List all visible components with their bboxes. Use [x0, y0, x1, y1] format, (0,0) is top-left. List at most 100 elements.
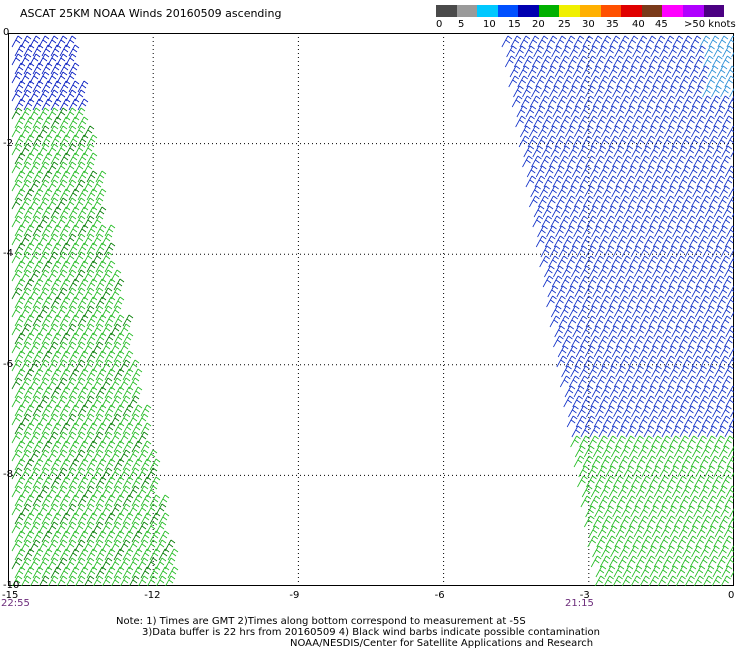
wind-barb — [573, 225, 584, 238]
wind-barb — [572, 395, 583, 408]
wind-barb — [68, 224, 80, 237]
wind-barb — [674, 345, 686, 358]
wind-barb — [589, 495, 601, 508]
wind-barb — [41, 404, 53, 417]
wind-barb — [113, 332, 125, 345]
wind-barb — [528, 125, 540, 138]
wind-barb — [683, 415, 695, 428]
wind-barb — [673, 445, 685, 458]
y-tick-label: 0 — [3, 27, 10, 38]
wind-barb — [722, 45, 733, 58]
wind-barb — [110, 377, 122, 390]
wind-barb — [646, 445, 658, 458]
wind-barb — [580, 235, 592, 248]
wind-barb — [698, 395, 709, 408]
wind-barb-map — [8, 33, 734, 586]
wind-barb — [679, 425, 691, 438]
wind-barb — [581, 395, 592, 408]
wind-barb — [110, 323, 122, 336]
wind-barb — [14, 530, 26, 543]
wind-barb — [688, 75, 699, 88]
wind-barb — [110, 503, 122, 516]
wind-barb — [715, 75, 726, 88]
wind-barb — [20, 107, 32, 120]
wind-barb — [688, 335, 699, 348]
wind-barb — [663, 125, 675, 138]
wind-barb — [11, 449, 23, 462]
wind-barb — [637, 515, 649, 528]
wind-barb — [68, 44, 80, 57]
x-tick-label: 0 — [728, 590, 735, 601]
wind-barb — [610, 195, 621, 208]
wind-barb — [628, 95, 640, 108]
wind-barb — [14, 350, 26, 363]
wind-barb — [713, 205, 725, 218]
wind-barb — [643, 165, 655, 178]
wind-barb — [606, 105, 618, 118]
wind-barb — [537, 125, 549, 138]
wind-barb — [701, 255, 712, 268]
wind-barb — [613, 565, 625, 578]
wind-barb — [104, 530, 116, 543]
wind-barb — [700, 195, 711, 208]
wind-barb — [575, 345, 587, 358]
wind-barb — [678, 525, 690, 538]
wind-barb — [158, 566, 170, 579]
wind-barb — [680, 65, 692, 78]
wind-barb — [59, 422, 71, 435]
wind-barb — [627, 385, 639, 398]
wind-barb — [574, 355, 586, 368]
wind-barb — [675, 245, 687, 258]
wind-barb — [635, 395, 646, 408]
wind-barb — [77, 350, 89, 363]
wind-barb — [559, 145, 571, 158]
wind-barb — [608, 395, 619, 408]
wind-barb — [558, 55, 570, 68]
wind-barb — [59, 44, 71, 57]
wind-barb — [604, 405, 615, 418]
wind-barb — [104, 350, 116, 363]
wind-barb — [74, 413, 86, 426]
wind-barb — [113, 350, 125, 363]
wind-barb — [607, 425, 619, 438]
wind-barb — [612, 85, 623, 98]
wind-barb — [553, 165, 565, 178]
wind-barb — [682, 355, 694, 368]
wind-barb — [77, 206, 89, 219]
wind-barb — [550, 305, 562, 318]
wind-barb — [83, 179, 95, 192]
wind-barb — [47, 485, 59, 498]
wind-barb — [86, 350, 98, 363]
wind-barb — [92, 269, 104, 282]
wind-barb — [721, 565, 733, 578]
wind-barb — [59, 224, 71, 237]
wind-barb — [41, 62, 53, 75]
wind-barb — [634, 335, 645, 348]
wind-barb — [50, 368, 62, 381]
wind-barb — [551, 115, 562, 128]
wind-barb — [14, 476, 26, 489]
wind-barb — [14, 314, 26, 327]
wind-barb — [623, 535, 635, 548]
wind-barb — [632, 275, 644, 288]
x-tick-label: -6 — [434, 590, 445, 601]
wind-barb — [560, 275, 572, 288]
wind-barb — [614, 465, 625, 478]
wind-barb — [77, 422, 89, 435]
wind-barb — [646, 515, 658, 528]
wind-barb — [86, 152, 98, 165]
wind-barb — [709, 95, 721, 108]
wind-barb — [74, 431, 86, 444]
y-tick-label: -6 — [3, 358, 13, 370]
wind-barb — [625, 425, 637, 438]
wind-barb — [572, 65, 584, 78]
wind-barb — [695, 45, 706, 58]
wind-barb — [50, 458, 62, 471]
wind-barb — [59, 548, 71, 561]
wind-barb — [95, 314, 107, 327]
wind-barb — [83, 521, 95, 534]
wind-barb — [92, 467, 104, 480]
wind-barb — [694, 565, 706, 578]
wind-barb — [50, 224, 62, 237]
wind-barb — [567, 315, 579, 328]
